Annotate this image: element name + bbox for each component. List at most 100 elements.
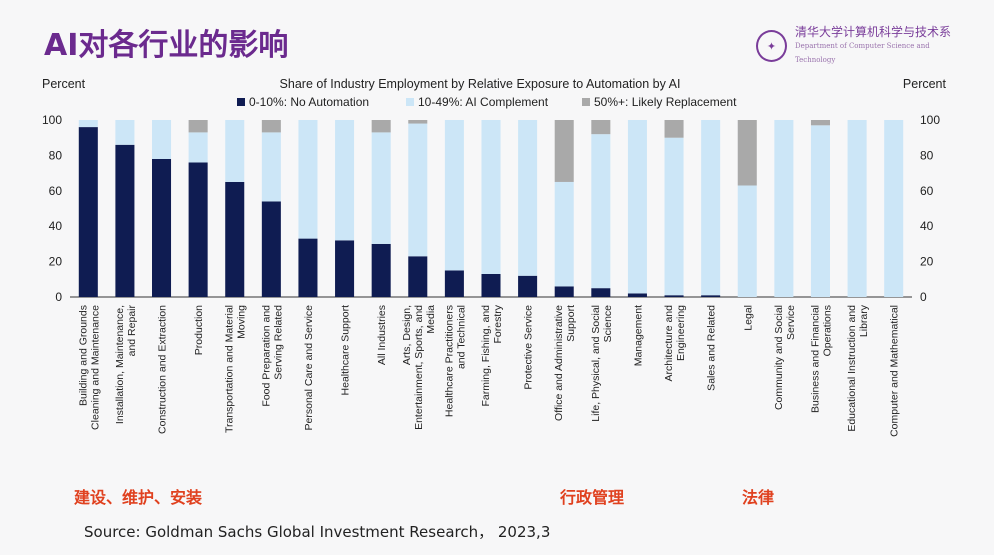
category-label-6: Personal Care and Service (303, 305, 315, 431)
category-label-21: Educational Instruction andLibrary (846, 304, 870, 431)
category-label-line: Healthcare Support (340, 305, 352, 396)
category-label-8: All Industries (376, 305, 388, 365)
source-note: Source: Goldman Sachs Global Investment … (84, 523, 551, 541)
legend: 0-10%: No Automation 10-49%: AI Complemen… (237, 95, 737, 109)
category-label-0: Building and GroundsCleaning and Mainten… (77, 305, 101, 430)
category-label-16: Architecture andEngineering (663, 305, 687, 382)
category-label-14: Life, Physical, and SocialScience (590, 305, 614, 422)
bar-8-series-1 (371, 132, 391, 244)
bar-5-series-1 (261, 132, 281, 202)
category-label-line: Installation, Maintenance, (114, 305, 126, 424)
category-label-line: Transportation and Material (224, 305, 236, 433)
legend-swatch-1 (406, 98, 414, 106)
category-label-11: Farming, Fishing, andForestry (480, 304, 504, 406)
category-label-9: Arts, Design,Entertainment, Sports, andM… (401, 305, 437, 430)
category-label-line: Support (565, 305, 577, 342)
category-label-line: Personal Care and Service (303, 305, 315, 431)
bars (78, 120, 904, 297)
category-label-line: Architecture and (663, 305, 675, 382)
bar-8-series-2 (371, 120, 391, 133)
bar-3-series-2 (188, 120, 208, 133)
bar-4-series-1 (225, 120, 245, 182)
y-tick-left-100: 100 (42, 113, 62, 127)
bar-2-series-1 (152, 120, 172, 159)
category-label-line: Construction and Extraction (157, 305, 169, 434)
left-axis-label: Percent (42, 77, 86, 91)
category-label-line: and Technical (455, 305, 467, 369)
bar-21-series-1 (847, 120, 867, 297)
bar-13-series-1 (554, 181, 574, 287)
bar-22-series-1 (884, 120, 904, 297)
note-administration: 行政管理 (560, 488, 625, 507)
y-tick-right-0: 0 (920, 290, 927, 304)
bar-16-series-0 (664, 295, 684, 297)
bar-9-series-1 (408, 123, 428, 257)
bar-3-series-1 (188, 132, 208, 163)
category-labels: Building and GroundsCleaning and Mainten… (77, 304, 900, 437)
category-label-line: Community and Social (773, 305, 785, 410)
bar-0-series-1 (78, 120, 98, 128)
bar-16-series-1 (664, 137, 684, 296)
bar-18-series-2 (737, 120, 757, 186)
bar-12-series-0 (518, 275, 538, 297)
category-label-7: Healthcare Support (340, 305, 352, 396)
y-tick-right-40: 40 (920, 219, 934, 233)
chart-title: Share of Industry Employment by Relative… (280, 77, 681, 91)
category-label-line: and Repair (126, 305, 138, 357)
category-label-line: Moving (236, 305, 248, 339)
bar-8-series-0 (371, 243, 391, 297)
y-tick-right-80: 80 (920, 148, 934, 162)
bar-20-series-2 (810, 120, 830, 126)
category-label-line: Service (785, 305, 797, 340)
category-label-line: Serving Related (272, 305, 284, 380)
y-tick-left-20: 20 (49, 255, 63, 269)
y-tick-left-40: 40 (49, 219, 63, 233)
category-label-15: Management (632, 305, 644, 366)
category-label-line: Production (193, 305, 205, 355)
category-label-line: Operations (821, 305, 833, 356)
category-label-line: Office and Administrative (553, 305, 565, 421)
category-label-3: Production (193, 305, 205, 355)
bar-17-series-0 (701, 295, 721, 297)
bar-4-series-0 (225, 181, 245, 297)
category-label-13: Office and AdministrativeSupport (553, 305, 577, 421)
category-label-line: Building and Grounds (77, 305, 89, 406)
category-label-18: Legal (742, 305, 754, 331)
category-label-line: Farming, Fishing, and (480, 305, 492, 407)
bar-13-series-2 (554, 120, 574, 182)
category-label-line: Library (858, 304, 870, 337)
category-label-line: Business and Financial (809, 305, 821, 413)
legend-label-0: 0-10%: No Automation (249, 95, 369, 109)
category-label-line: Food Preparation and (260, 305, 272, 407)
bar-1-series-0 (115, 144, 135, 297)
bar-15-series-0 (627, 293, 647, 297)
note-legal: 法律 (742, 488, 775, 507)
bar-3-series-0 (188, 162, 208, 297)
y-tick-right-20: 20 (920, 255, 934, 269)
bar-9-series-2 (408, 120, 428, 124)
university-logo: ✦ 清华大学计算机科学与技术系 Department of Computer S… (756, 25, 966, 66)
category-label-line: Healthcare Practitioners (443, 305, 455, 417)
category-label-4: Transportation and MaterialMoving (224, 305, 248, 433)
legend-swatch-0 (237, 98, 245, 106)
bar-11-series-1 (481, 120, 501, 274)
bar-12-series-1 (518, 120, 538, 276)
category-label-line: Arts, Design, (401, 305, 413, 365)
category-label-line: Sales and Related (706, 305, 718, 391)
note-construction: 建设、维护、安装 (74, 488, 203, 507)
category-label-line: Forestry (492, 304, 504, 343)
category-label-line: Computer and Mathematical (889, 305, 901, 437)
bar-18-series-1 (737, 185, 757, 297)
right-axis-label: Percent (903, 77, 947, 91)
category-label-line: Educational Instruction and (846, 305, 858, 432)
category-label-line: Engineering (675, 305, 687, 361)
bar-2-series-0 (152, 158, 172, 297)
bar-0-series-0 (78, 127, 98, 297)
bar-5-series-2 (261, 120, 281, 133)
category-label-2: Construction and Extraction (157, 305, 169, 434)
y-tick-left-60: 60 (49, 184, 63, 198)
bar-14-series-0 (591, 288, 611, 297)
bar-5-series-0 (261, 201, 281, 297)
category-label-line: Legal (742, 305, 754, 331)
